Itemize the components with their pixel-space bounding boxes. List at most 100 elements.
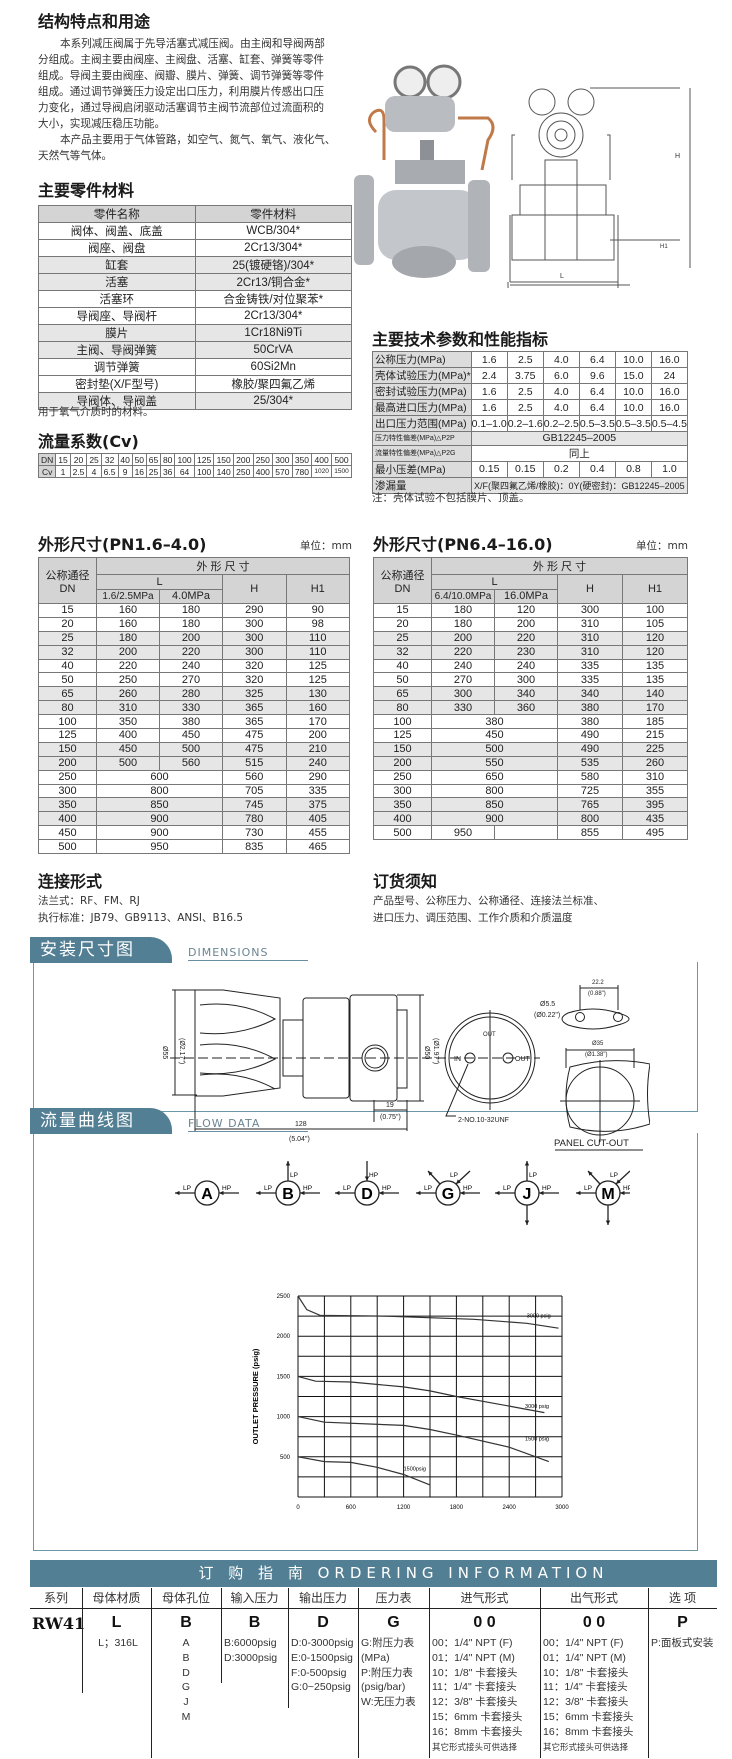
table-cell: 10.0 <box>614 399 652 416</box>
ordering-column: 系列 RW41 <box>30 1588 85 1636</box>
table-cell: 0.5–4.5 <box>650 415 688 432</box>
ordering-option: A <box>182 1637 190 1649</box>
ordering-options: G:附压力表 (MPa) P:附压力表 (psig/bar) W:无压力表 <box>358 1636 429 1710</box>
table-row: 80 330 360 380 170 <box>373 700 688 716</box>
header-cell: 1.6/2.5MPa <box>96 588 160 604</box>
table-cell: 130 <box>285 686 350 702</box>
table-row: 250 650 580 310 <box>373 769 688 785</box>
port-config-g: G LP HP LP <box>416 1170 480 1206</box>
table-cell: 150 <box>373 741 432 757</box>
table-cell: 6.4 <box>578 383 616 400</box>
table-cell: 200 <box>96 644 160 660</box>
table-cell: 330 <box>431 700 495 716</box>
header-cell: L <box>431 574 558 590</box>
table-cell: 310 <box>557 616 623 632</box>
table-cell: 0.4 <box>578 460 616 478</box>
table-cell: 570 <box>272 465 293 478</box>
table-row: 400 900 800 435 <box>373 811 688 827</box>
table-cell: 380 <box>431 714 558 730</box>
table-cell: 900 <box>431 811 558 827</box>
dims-high-title: 外形尺寸(PN6.4–16.0) <box>373 535 553 554</box>
table-cell: 25(镀硬铬)/304* <box>194 256 352 274</box>
table-cell: WCB/304* <box>194 222 352 240</box>
table-cell: 290 <box>285 769 350 785</box>
valve-section-drawing: L H H1 <box>507 87 691 288</box>
table-cell: 950 <box>431 825 495 841</box>
ordering-option: 16：8mm 卡套接头 <box>543 1725 634 1738</box>
table-cell: 450 <box>96 741 160 757</box>
table-cell: 340 <box>557 686 623 702</box>
table-row: 最小压差(MPa) 0.15 0.15 0.2 0.4 0.8 1.0 <box>372 460 688 478</box>
table-cell: 125 <box>38 728 97 743</box>
table-row: 15 160 180 290 90 <box>38 603 350 618</box>
table-row: 125 450 490 215 <box>373 728 688 743</box>
table-row: 15 180 120 300 100 <box>373 603 688 618</box>
ordering-options: B:6000psig D:3000psig <box>221 1636 288 1666</box>
dim-label: (Ø1.97") <box>432 1038 439 1064</box>
table-row: 密封试验压力(MPa) 1.6 2.5 4.0 6.4 10.0 16.0 <box>372 383 688 400</box>
ordering-code: L <box>111 1614 122 1631</box>
table-cell: 32 <box>100 453 119 466</box>
table-cell: 355 <box>622 783 688 799</box>
table-cell: 9.6 <box>578 367 616 384</box>
dim-label: 22.2 <box>592 980 604 986</box>
table-cell: 335 <box>557 658 623 674</box>
cv-table: DN 15 20 25 32 40 50 65 80 100 125 150 200 250 300 350 4… <box>37 453 352 478</box>
table-cell: 100 <box>174 453 195 466</box>
table-cell: 360 <box>494 700 558 716</box>
table-header-row: 6.4/10.0MPa 16.0MPa <box>374 588 688 604</box>
table-cell: 170 <box>285 714 350 730</box>
table-cell: 1020 <box>311 465 333 478</box>
table-cell: 900 <box>96 811 223 827</box>
y-tick-label: 2000 <box>277 1334 291 1340</box>
table-row: 300 800 725 355 <box>373 783 688 799</box>
ordering-option: 其它形式接头可供选择 <box>432 1741 518 1752</box>
ordering-code: P <box>677 1614 688 1631</box>
table-cell: 330 <box>159 700 223 716</box>
port-letter: D <box>361 1186 373 1203</box>
table-cell: 150 <box>38 741 97 757</box>
table-cell: 400 <box>373 811 432 827</box>
table-cell: 475 <box>222 728 287 743</box>
table-cell: 膜片 <box>38 324 196 342</box>
lp-label: LP <box>343 1185 351 1192</box>
table-row: 密封垫(X/F型号) 橡胶/聚四氟乙烯 <box>38 375 352 393</box>
intro-line: 本系列减压阀属于先导活塞式减压阀。由主阀和导阀两部 <box>60 38 325 50</box>
port-configurations: A LP HP B LP HP LP D LP HP HP G LP HP LP J LP HP LP M LP HP LP <box>175 1161 630 1225</box>
table-cell: 导阀座、导阀杆 <box>38 307 196 325</box>
intro-line: 力变化，通过导阀启闭驱动活塞调节主阀节流部位过流面积的 <box>38 102 325 114</box>
header-cell: H <box>222 574 287 604</box>
ordering-options: D:0-3000psig E:0-1500psig F:0-500psig G:0~2… <box>288 1636 358 1695</box>
table-cell: 320 <box>222 658 287 674</box>
table-cell: 0.2–1.6 <box>506 415 544 432</box>
table-cell: 140 <box>213 465 234 478</box>
table-cell: 0.5–3.5 <box>614 415 652 432</box>
table-cell: 200 <box>494 616 558 632</box>
table-cell: 900 <box>96 825 223 841</box>
table-cell: 500 <box>431 741 558 757</box>
port-letter: G <box>442 1186 454 1203</box>
table-cell: 515 <box>222 755 287 771</box>
ordering-option: D <box>182 1666 190 1679</box>
table-cell: 325 <box>222 686 287 702</box>
ordering-option: F:0-500psig <box>291 1666 347 1679</box>
table-header-row: L H H1 <box>39 574 350 604</box>
table-cell: 0.2–2.5 <box>542 415 580 432</box>
table-cell: 850 <box>431 797 558 813</box>
ordering-option: 15：6mm 卡套接头 <box>432 1710 523 1723</box>
column-divider <box>288 1588 289 1708</box>
row-label: 最小压差(MPa) <box>372 460 472 478</box>
dim-label: (Ø1.38") <box>585 1052 607 1058</box>
table-cell: 6.4 <box>578 399 616 416</box>
header-dn: 公称通径 DN <box>373 557 432 604</box>
table-cell: 180 <box>159 616 223 632</box>
table-cell: 225 <box>622 741 688 757</box>
table-cell: 310 <box>96 700 160 716</box>
table-cell: 25 <box>86 453 102 466</box>
table-cell: 300 <box>431 686 495 702</box>
table-cell: 主阀、导阀弹簧 <box>38 341 196 359</box>
table-cell: 100 <box>38 714 97 730</box>
lp-label: LP <box>450 1172 458 1179</box>
table-cell: 36 <box>160 465 176 478</box>
